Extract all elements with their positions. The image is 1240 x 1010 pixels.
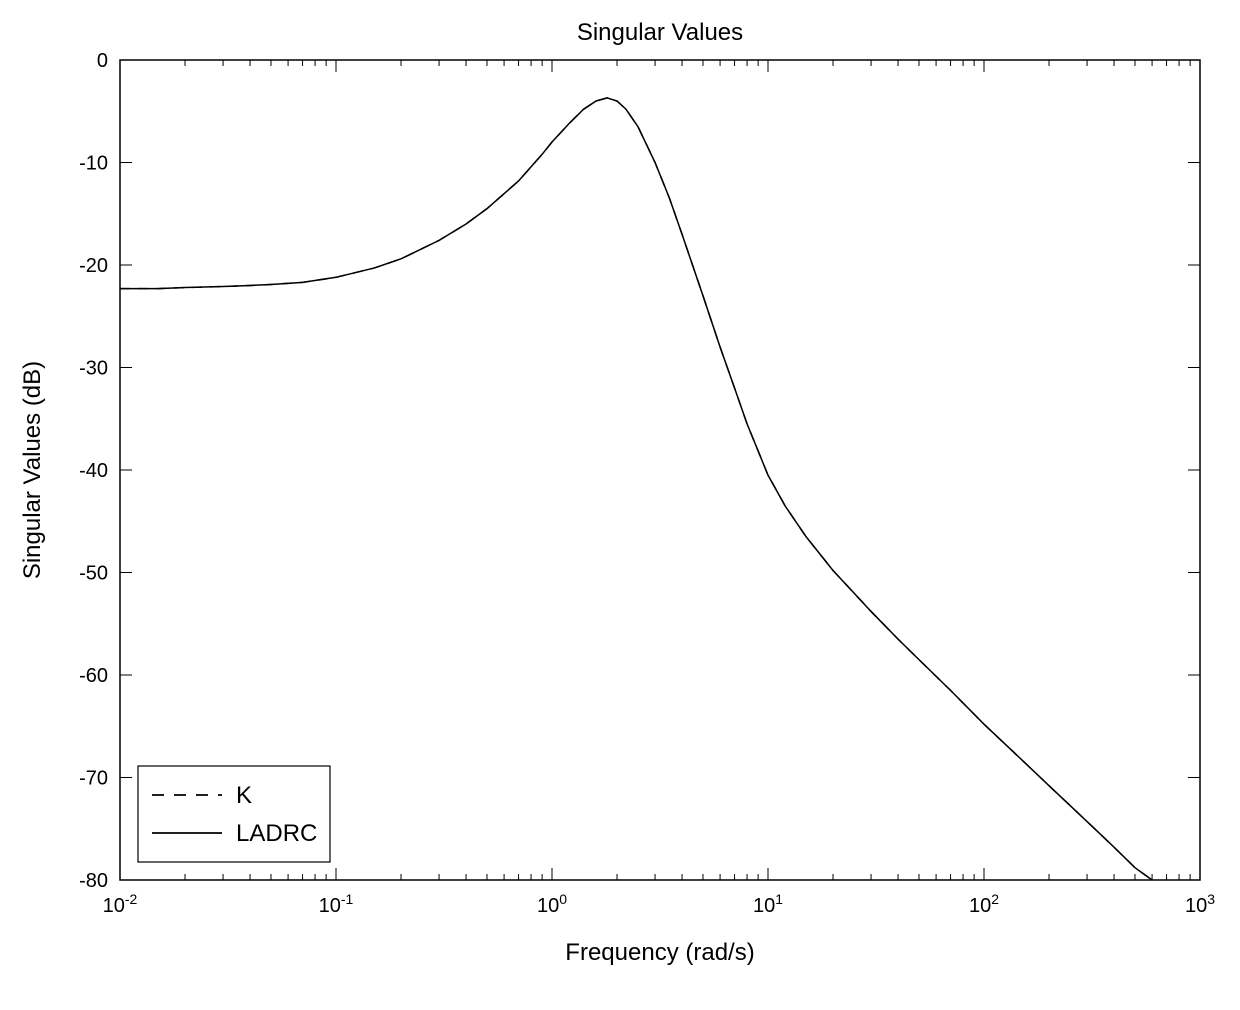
y-tick-label: -10 — [79, 153, 108, 175]
y-tick-label: -20 — [79, 255, 108, 277]
chart-container: Singular Values Frequency (rad/s) Singular… — [0, 0, 1240, 1010]
y-tick-label: -60 — [79, 665, 108, 687]
y-tick-label: 0 — [97, 50, 108, 72]
y-tick-label: -40 — [79, 460, 108, 482]
chart-title: Singular Values — [577, 19, 743, 46]
singular-values-chart: Singular Values Frequency (rad/s) Singular… — [0, 0, 1240, 1010]
y-tick-label: -50 — [79, 563, 108, 585]
legend-label-ladrc: LADRC — [236, 820, 317, 847]
legend-box — [138, 766, 330, 862]
legend-label-k: K — [236, 782, 252, 809]
y-axis-label: Singular Values (dB) — [19, 361, 46, 579]
y-tick-label: -70 — [79, 768, 108, 790]
y-tick-label: -30 — [79, 358, 108, 380]
x-axis-label: Frequency (rad/s) — [565, 939, 754, 966]
y-tick-label: -80 — [79, 870, 108, 892]
